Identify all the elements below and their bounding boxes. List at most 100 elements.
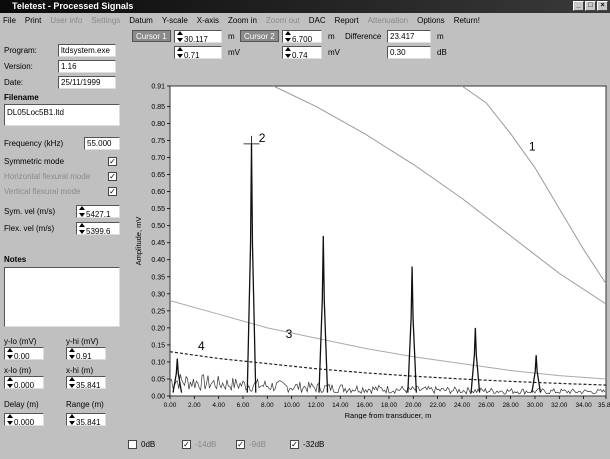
ylo-field[interactable]: 0.00 bbox=[4, 347, 44, 360]
range-field[interactable]: 35.841 bbox=[66, 413, 106, 426]
dac-option-label: 0dB bbox=[141, 440, 156, 449]
x-tick-label: 4.00 bbox=[212, 402, 225, 409]
date-label: Date: bbox=[4, 78, 24, 87]
y-tick-label: 0.10 bbox=[151, 359, 165, 366]
spin-icon[interactable] bbox=[285, 31, 291, 42]
y-tick-label: 0.80 bbox=[151, 121, 165, 128]
dac-option-label: -9dB bbox=[249, 440, 266, 449]
cursor2-y-field[interactable]: 0.74 bbox=[282, 46, 322, 59]
y-tick-label: 0.40 bbox=[151, 257, 165, 264]
flex-vel-label: Flex. vel (m/s) bbox=[4, 224, 55, 233]
dac-option-checkbox[interactable]: ✓ bbox=[236, 440, 245, 449]
x-tick-label: 14.00 bbox=[332, 402, 349, 409]
program-field[interactable]: ltdsystem.exe bbox=[58, 44, 116, 57]
signal-chart[interactable]: 0.00 0.05 0.10 0.15 0.20 0.25 0.30 0.35 0.40 0.45… bbox=[132, 76, 610, 421]
cursor2-x-field[interactable]: 6.700 bbox=[282, 30, 322, 43]
dac-curve bbox=[169, 351, 607, 386]
filename-label: Filename bbox=[4, 93, 39, 102]
spin-icon[interactable] bbox=[69, 377, 75, 388]
horizontal-mode-checkbox[interactable]: ✓ bbox=[108, 172, 117, 181]
dac-option-checkbox[interactable]: ✓ bbox=[290, 440, 299, 449]
date-field[interactable]: 25/11/1999 bbox=[58, 76, 116, 89]
spin-icon[interactable] bbox=[7, 348, 13, 359]
ylo-value: 0.00 bbox=[14, 352, 30, 360]
menu-item-x-axis[interactable]: X-axis bbox=[196, 15, 220, 25]
spin-icon[interactable] bbox=[7, 414, 13, 425]
cursor-readouts: Cursor 1 30.117 m 0.71 mV Cursor 2 6.700… bbox=[132, 28, 610, 70]
difference-y-field[interactable]: 0.30 bbox=[387, 46, 431, 59]
menu-item-dac[interactable]: DAC bbox=[308, 15, 326, 25]
program-label: Program: bbox=[4, 46, 37, 55]
cursor1-button[interactable]: Cursor 1 bbox=[132, 30, 171, 42]
xlo-value: 0.000 bbox=[14, 381, 35, 389]
notes-textarea[interactable] bbox=[4, 267, 120, 327]
menu-item-datum[interactable]: Datum bbox=[129, 15, 153, 25]
x-axis-label: Range from transducer, m bbox=[345, 411, 432, 419]
spin-icon[interactable] bbox=[79, 223, 85, 234]
x-tick-label: 35.84 bbox=[598, 402, 610, 409]
filename-field[interactable]: DL05Loc5B1.ltd bbox=[4, 104, 120, 126]
menu-item-return[interactable]: Return! bbox=[453, 15, 480, 25]
curve-annotation: 1 bbox=[529, 140, 536, 154]
range-label: Range (m) bbox=[66, 400, 104, 409]
dac-option-checkbox[interactable] bbox=[128, 440, 137, 449]
x-tick-label: 12.00 bbox=[308, 402, 325, 409]
menu-item-report[interactable]: Report bbox=[334, 15, 359, 25]
spin-icon[interactable] bbox=[79, 206, 85, 217]
cursor1-y-field[interactable]: 0.71 bbox=[174, 46, 222, 59]
y-tick-label: 0.15 bbox=[151, 342, 165, 349]
spin-icon[interactable] bbox=[69, 414, 75, 425]
sym-vel-value: 5427.1 bbox=[86, 210, 111, 218]
flex-vel-field[interactable]: 5399.6 bbox=[76, 222, 120, 235]
menu-bar: File Print User info Settings Datum Y-scale X-… bbox=[0, 13, 610, 27]
spin-icon[interactable] bbox=[177, 31, 183, 42]
ylo-label: y-lo (mV) bbox=[4, 337, 37, 346]
dac-option[interactable]: ✓ -32dB bbox=[290, 440, 324, 449]
version-field[interactable]: 1.16 bbox=[58, 60, 116, 73]
spin-icon[interactable] bbox=[7, 377, 13, 388]
menu-item-print[interactable]: Print bbox=[24, 15, 42, 25]
frequency-field[interactable]: 55.000 bbox=[84, 137, 120, 150]
y-tick-label: 0.35 bbox=[151, 274, 165, 281]
dac-option[interactable]: ✓ -9dB bbox=[236, 440, 266, 449]
menu-item-y-scale[interactable]: Y-scale bbox=[161, 15, 188, 25]
cursor1-x-field[interactable]: 30.117 bbox=[174, 30, 222, 43]
xlo-field[interactable]: 0.000 bbox=[4, 376, 44, 389]
yhi-label: y-hi (mV) bbox=[66, 337, 99, 346]
delay-field[interactable]: 0.000 bbox=[4, 413, 44, 426]
y-tick-label: 0.00 bbox=[151, 394, 165, 401]
cursor2-button[interactable]: Cursor 2 bbox=[240, 30, 279, 42]
x-tick-label: 22.00 bbox=[429, 402, 446, 409]
menu-item-options[interactable]: Options bbox=[417, 15, 445, 25]
notes-label: Notes bbox=[4, 255, 27, 264]
minimize-icon[interactable]: _ bbox=[573, 1, 584, 11]
xhi-field[interactable]: 35.841 bbox=[66, 376, 106, 389]
x-tick-label: 26.00 bbox=[478, 402, 495, 409]
y-tick-label: 0.50 bbox=[151, 223, 165, 230]
menu-item-zoom-in[interactable]: Zoom in bbox=[228, 15, 257, 25]
signal-peak bbox=[470, 327, 481, 393]
spin-icon[interactable] bbox=[285, 47, 291, 58]
vertical-mode-checkbox[interactable]: ✓ bbox=[108, 187, 117, 196]
dac-option[interactable]: ✓ -14dB bbox=[182, 440, 216, 449]
dac-option[interactable]: 0dB bbox=[128, 440, 155, 449]
spin-icon[interactable] bbox=[177, 47, 183, 58]
difference-x-field[interactable]: 23.417 bbox=[387, 30, 431, 43]
yhi-field[interactable]: 0.91 bbox=[66, 347, 106, 360]
frequency-label: Frequency (kHz) bbox=[4, 139, 64, 148]
y-tick-label: 0.70 bbox=[151, 155, 165, 162]
x-tick-label: 20.00 bbox=[405, 402, 422, 409]
dac-option-checkbox[interactable]: ✓ bbox=[182, 440, 191, 449]
maximize-icon[interactable]: □ bbox=[585, 1, 596, 11]
menu-item-file[interactable]: File bbox=[3, 15, 16, 25]
close-icon[interactable]: × bbox=[597, 1, 608, 11]
symmetric-mode-checkbox[interactable]: ✓ bbox=[108, 157, 117, 166]
x-tick-label: 10.00 bbox=[284, 402, 301, 409]
menu-item-user-info: User info bbox=[50, 15, 83, 25]
sym-vel-field[interactable]: 5427.1 bbox=[76, 205, 120, 218]
curve-annotation: 2 bbox=[259, 131, 266, 145]
spin-icon[interactable] bbox=[69, 348, 75, 359]
y-tick-label: 0.55 bbox=[151, 206, 165, 213]
cursor1-x-value: 30.117 bbox=[184, 35, 208, 43]
cursor2-x-value: 6.700 bbox=[292, 35, 313, 43]
